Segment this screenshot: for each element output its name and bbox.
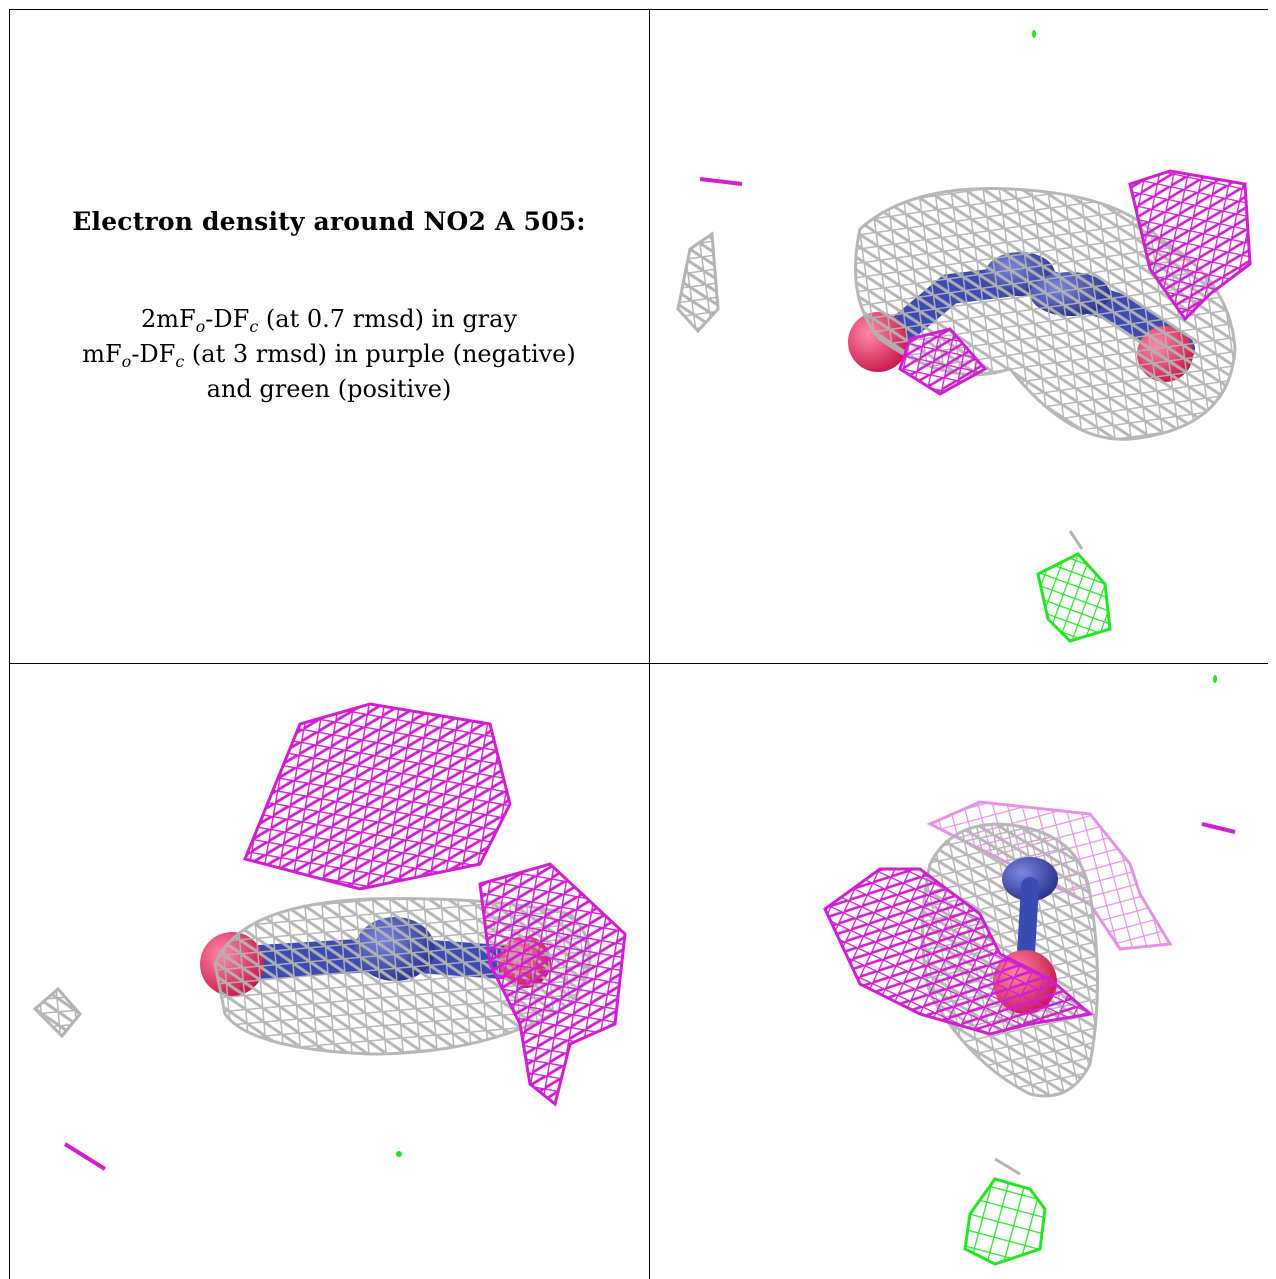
gray-mesh-fragment — [994, 1157, 1021, 1176]
purple-density-mesh-lower — [898, 327, 988, 396]
figure-grid: Electron density around NO2 A 505: 2mFo-… — [9, 9, 1268, 1279]
caption-cell: Electron density around NO2 A 505: 2mFo-… — [9, 9, 649, 663]
gray-mesh-fragment — [32, 986, 82, 1039]
caption-title: Electron density around NO2 A 505: — [72, 207, 586, 236]
purple-mesh-fragment — [63, 1142, 107, 1171]
purple-density-mesh — [1128, 169, 1252, 322]
density-map-view-2 — [32, 702, 627, 1171]
legend-line-green: and green (positive) — [206, 375, 452, 403]
green-density-mesh — [963, 1177, 1047, 1266]
purple-density-mesh — [242, 702, 512, 891]
density-view-top-right — [650, 9, 1268, 663]
grid-left-border — [9, 9, 10, 1279]
legend-line-gray: 2mFo-DFc (at 0.7 rmsd) in gray — [140, 305, 518, 336]
purple-mesh-fragment — [699, 177, 743, 186]
legend-line-purple: mFo-DFc (at 3 rmsd) in purple (negative) — [82, 340, 576, 371]
green-mesh-dot — [396, 1151, 402, 1157]
green-density-mesh — [1036, 552, 1112, 643]
purple-density-mesh-right — [478, 862, 627, 1107]
caption-legend: 2mFo-DFc (at 0.7 rmsd) in gray mFo-DFc (… — [82, 302, 576, 407]
grid-top-border — [9, 9, 1268, 10]
purple-mesh-fragment — [1201, 822, 1236, 834]
density-view-bottom-left — [10, 664, 649, 1279]
green-mesh-dot — [1213, 675, 1217, 683]
gray-mesh-fragment — [1068, 530, 1084, 550]
grid-center-divider — [649, 9, 650, 1279]
grid-middle-divider — [9, 663, 1268, 664]
density-view-bottom-right — [650, 664, 1268, 1279]
purple-density-mesh — [823, 867, 1094, 1036]
gray-mesh-fragment — [676, 231, 720, 334]
green-mesh-dot — [1032, 30, 1036, 38]
density-map-view-1 — [676, 30, 1252, 643]
density-map-view-3 — [823, 675, 1236, 1266]
